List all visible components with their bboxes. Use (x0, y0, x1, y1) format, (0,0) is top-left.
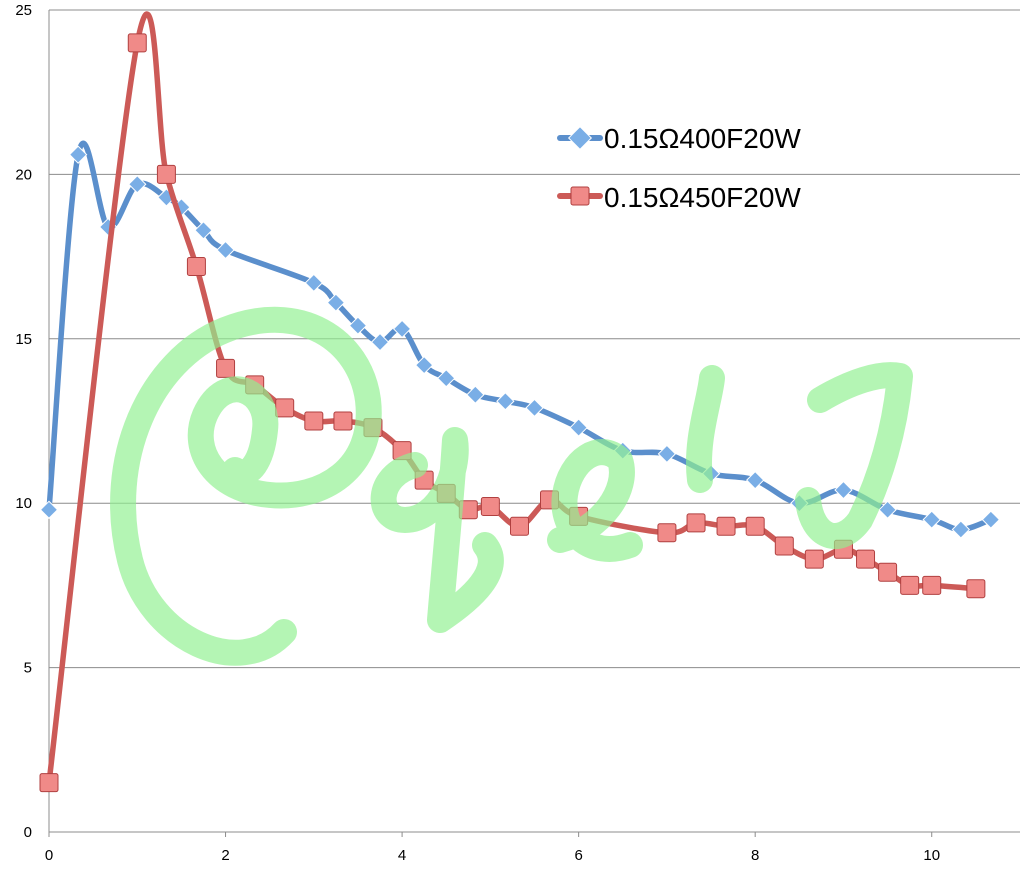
y-tick-label: 15 (15, 331, 32, 348)
data-point (922, 510, 941, 529)
watermark-stroke-e (547, 439, 643, 562)
y-tick-label: 25 (15, 2, 32, 19)
legend-diamond-marker (567, 125, 593, 151)
data-point (370, 332, 390, 352)
series-2 (39, 11, 986, 793)
data-point (348, 316, 368, 335)
data-point (128, 175, 147, 194)
data-point (216, 358, 236, 378)
data-point (480, 496, 500, 516)
data-point (951, 520, 971, 539)
y-tick-label: 5 (24, 660, 32, 677)
x-tick-label: 10 (923, 847, 940, 864)
data-point (745, 470, 765, 490)
data-point (156, 164, 176, 184)
data-point (509, 516, 529, 536)
handwritten-watermark (110, 306, 913, 666)
data-point (275, 398, 295, 418)
data-point (437, 369, 456, 388)
data-point (878, 500, 897, 519)
legend-label-series-1: 0.15Ω400F20W (604, 123, 801, 154)
data-point (657, 444, 677, 464)
axes (48, 10, 1020, 837)
data-point (804, 549, 824, 569)
data-point (496, 392, 515, 411)
data-point (414, 355, 434, 375)
data-point (686, 513, 706, 533)
data-point (525, 398, 544, 418)
data-point (127, 33, 147, 53)
x-tick-label: 8 (751, 847, 759, 864)
legend: 0.15Ω400F20W 0.15Ω450F20W (557, 123, 801, 213)
watermark-stroke-q (370, 427, 504, 633)
series-lines (39, 11, 1001, 793)
y-tick-label: 0 (24, 824, 32, 841)
data-point (39, 773, 59, 793)
y-tick-label: 10 (15, 495, 32, 512)
data-point (333, 411, 353, 431)
data-point (922, 575, 942, 595)
x-tick-label: 2 (221, 847, 229, 864)
data-point (304, 411, 324, 431)
data-point (569, 418, 588, 437)
data-point (466, 385, 485, 404)
data-point (745, 516, 765, 536)
legend-label-series-2: 0.15Ω450F20W (604, 182, 801, 213)
data-point (834, 480, 853, 500)
x-tick-label: 0 (45, 847, 53, 864)
data-point (304, 273, 324, 293)
data-point (878, 562, 898, 582)
data-point (981, 510, 1001, 529)
x-tick-label: 6 (574, 847, 582, 864)
data-point (326, 293, 346, 312)
watermark-stroke-l (686, 365, 725, 493)
watermark-stroke-j (795, 362, 913, 549)
tick-labels: 0 5 10 15 20 25 0 2 4 6 8 10 (15, 2, 940, 864)
data-point (774, 536, 794, 556)
legend-item-series-2: 0.15Ω450F20W (557, 182, 801, 213)
data-point (900, 575, 920, 595)
legend-item-series-1: 0.15Ω400F20W (557, 123, 801, 154)
data-point (856, 549, 876, 569)
data-point (657, 523, 677, 543)
y-tick-label: 20 (15, 166, 32, 183)
watermark-stroke-at (110, 306, 382, 666)
data-point (39, 500, 59, 519)
data-point (392, 319, 412, 339)
data-point (68, 145, 88, 164)
data-point (194, 221, 213, 240)
data-point (966, 579, 986, 599)
data-point (716, 516, 736, 536)
legend-square-marker (570, 186, 590, 206)
data-point (216, 240, 235, 260)
x-tick-label: 4 (398, 847, 406, 864)
data-point (186, 256, 206, 276)
